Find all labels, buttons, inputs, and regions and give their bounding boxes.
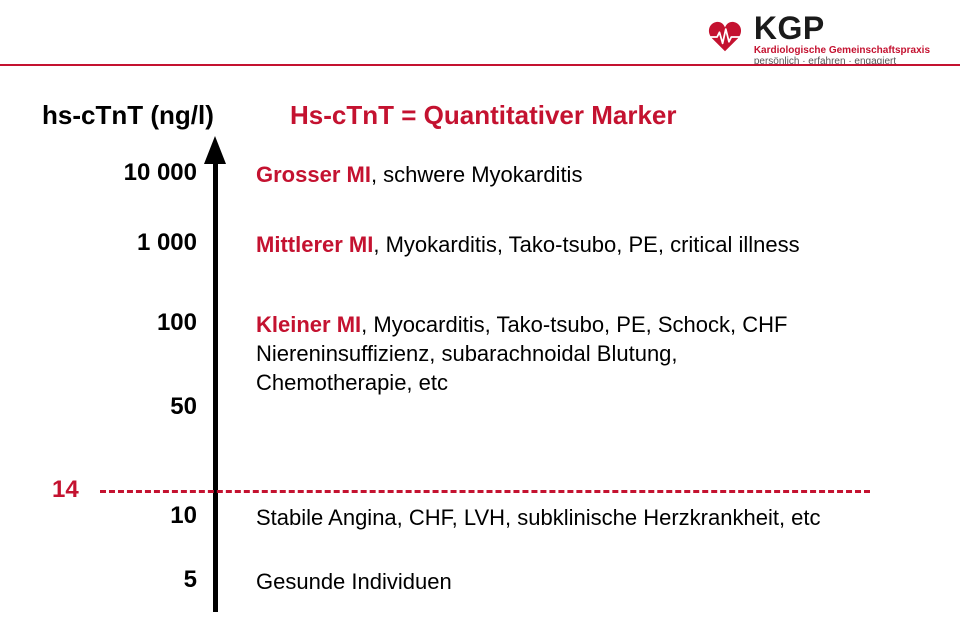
logo: KGP Kardiologische Gemeinschaftspraxis p… [706, 12, 930, 67]
description-line: Grosser MI, schwere Myokarditis [256, 160, 582, 189]
description-text: , schwere Myokarditis [371, 162, 583, 187]
description-line: Niereninsuffizienz, subarachnoidal Blutu… [256, 339, 787, 368]
axis-arrow-head [204, 136, 226, 164]
level-description: Grosser MI, schwere Myokarditis [256, 160, 582, 189]
description-text: , Myokarditis, Tako-tsubo, PE, critical … [373, 232, 799, 257]
logo-text: KGP Kardiologische Gemeinschaftspraxis p… [754, 12, 930, 67]
description-text: Chemotherapie, etc [256, 370, 448, 395]
level-description: Mittlerer MI, Myokarditis, Tako-tsubo, P… [256, 230, 800, 259]
description-line: Mittlerer MI, Myokarditis, Tako-tsubo, P… [256, 230, 800, 259]
description-text: , Myocarditis, Tako-tsubo, PE, Schock, C… [361, 312, 787, 337]
description-line: Chemotherapie, etc [256, 368, 787, 397]
y-tick-label: 100 [157, 309, 197, 337]
description-emphasis: Mittlerer MI [256, 232, 373, 257]
level-description: Gesunde Individuen [256, 567, 452, 596]
description-emphasis: Grosser MI [256, 162, 371, 187]
description-line: Kleiner MI, Myocarditis, Tako-tsubo, PE,… [256, 310, 787, 339]
y-tick-label: 10 000 [124, 159, 197, 187]
logo-subtitle-1: Kardiologische Gemeinschaftspraxis [754, 46, 930, 56]
y-axis-line [213, 162, 218, 612]
cutoff-line [100, 490, 870, 493]
level-description: Stabile Angina, CHF, LVH, subklinische H… [256, 503, 821, 532]
y-tick-label: 50 [170, 393, 197, 421]
description-line: Gesunde Individuen [256, 567, 452, 596]
heart-icon [706, 18, 744, 61]
description-line: Stabile Angina, CHF, LVH, subklinische H… [256, 503, 821, 532]
y-tick-label: 1 000 [137, 229, 197, 257]
chart-title: Hs-cTnT = Quantitativer Marker [290, 100, 677, 131]
description-text: Stabile Angina, CHF, LVH, subklinische H… [256, 505, 821, 530]
level-description: Kleiner MI, Myocarditis, Tako-tsubo, PE,… [256, 310, 787, 397]
slide: KGP Kardiologische Gemeinschaftspraxis p… [0, 0, 960, 633]
header-divider [0, 64, 960, 66]
y-axis-title: hs-cTnT (ng/l) [42, 100, 214, 131]
description-text: Niereninsuffizienz, subarachnoidal Blutu… [256, 341, 678, 366]
description-emphasis: Kleiner MI [256, 312, 361, 337]
cutoff-label: 14 [52, 476, 79, 504]
logo-title: KGP [754, 12, 930, 44]
y-tick-label: 10 [170, 502, 197, 530]
description-text: Gesunde Individuen [256, 569, 452, 594]
y-tick-label: 5 [184, 566, 197, 594]
